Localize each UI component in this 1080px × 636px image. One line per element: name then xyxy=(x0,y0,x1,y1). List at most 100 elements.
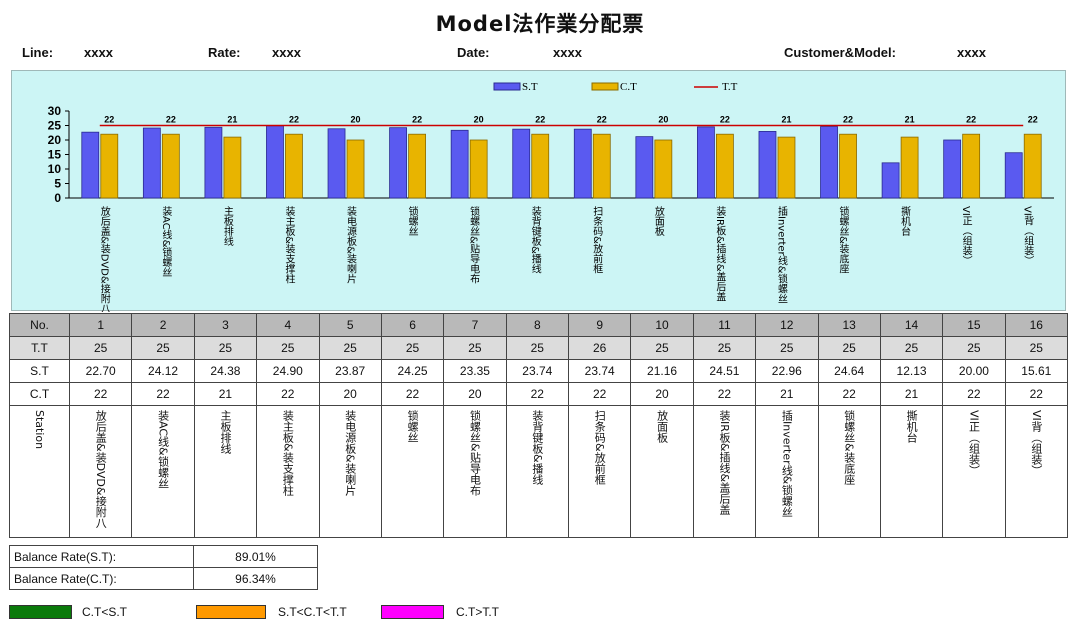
st-value-cell: 20.00 xyxy=(942,359,1006,383)
balance-st-value: 89.01% xyxy=(193,545,318,568)
ct-value-cell: 22 xyxy=(692,382,757,406)
st-bar xyxy=(758,131,777,199)
station-name-cell: 放后盖&装DVD&接附八 xyxy=(68,405,133,538)
ct-value-cell: 22 xyxy=(567,382,632,406)
station-number-cell: 16 xyxy=(1004,313,1069,337)
legend-st-swatch xyxy=(493,82,521,91)
ct-data-label: 22 xyxy=(720,115,730,125)
station-name-cell: 装IR板&插线&盖后盖 xyxy=(692,405,757,538)
st-value-cell: 12.13 xyxy=(879,359,944,383)
st-value-cell: 24.51 xyxy=(692,359,757,383)
station-number-cell: 14 xyxy=(879,313,944,337)
x-category-label: 插Inverter线&锁螺丝 xyxy=(775,205,787,304)
station-name: 锁螺丝 xyxy=(406,410,420,443)
station-name: 放后盖&装DVD&接附八 xyxy=(94,410,108,529)
st-value-cell: 24.64 xyxy=(817,359,881,383)
rate-label: Rate: xyxy=(208,45,241,60)
y-tick-label: 10 xyxy=(48,162,62,176)
tt-value-cell: 25 xyxy=(318,336,382,360)
st-value-cell: 24.90 xyxy=(256,359,320,383)
st-bar xyxy=(450,129,469,199)
x-category-label: 锁螺丝&贴导电布 xyxy=(468,205,480,285)
tt-value-cell: 25 xyxy=(942,336,1006,360)
bar-chart: 30252015105022放后盖&装DVD&接附八22装AC线&锁螺丝21主板… xyxy=(48,81,1054,312)
balance-st-label: Balance Rate(S.T): xyxy=(9,545,194,568)
ct-bar xyxy=(161,133,180,199)
x-category-label: VI背（组装） xyxy=(1022,206,1034,266)
x-category-label: 装主板&装支撑柱 xyxy=(283,205,295,285)
ct-value-cell: 21 xyxy=(193,382,258,406)
customer-label: Customer&Model: xyxy=(784,45,896,60)
ct-bar xyxy=(592,133,611,199)
st-bar xyxy=(697,126,715,199)
balance-table: Balance Rate(S.T): 89.01% Balance Rate(C… xyxy=(9,545,318,590)
station-number-cell: 12 xyxy=(755,313,819,337)
legend-ct-label: C.T xyxy=(620,81,637,93)
station-name: 锁螺丝&贴导电布 xyxy=(468,410,482,496)
station-name-cell: 锁螺丝 xyxy=(380,405,445,538)
station-name-cell: 撕机台 xyxy=(879,405,944,538)
st-value-cell: 23.87 xyxy=(318,359,382,383)
legend-swatch-ct-gt-tt xyxy=(381,605,444,619)
station-name: VI背（组装） xyxy=(1029,410,1043,476)
legend-swatch-ct-lt-st xyxy=(9,605,72,619)
ct-data-label: 22 xyxy=(166,115,176,125)
ct-value-cell: 22 xyxy=(256,382,320,406)
legend-st-label: S.T xyxy=(522,81,538,93)
x-category-label: 装背键板&播线 xyxy=(529,205,541,274)
station-name: 装主板&装支撑柱 xyxy=(281,410,295,496)
ct-bar xyxy=(839,133,857,199)
ct-label: C.T xyxy=(9,382,70,406)
st-bar xyxy=(943,139,962,199)
station-number-cell: 7 xyxy=(443,313,507,337)
st-bar xyxy=(81,131,100,199)
no-label: No. xyxy=(9,313,70,337)
station-name: 装IR板&插线&盖后盖 xyxy=(717,410,731,516)
ct-data-label: 22 xyxy=(843,115,853,125)
ct-bar xyxy=(223,136,242,199)
station-number-cell: 6 xyxy=(380,313,445,337)
balance-ct-value: 96.34% xyxy=(193,567,318,590)
ct-data-label: 20 xyxy=(351,115,361,125)
ct-data-label: 20 xyxy=(474,115,484,125)
ct-data-label: 21 xyxy=(905,115,915,125)
ct-bar xyxy=(1023,133,1042,199)
ct-value-cell: 21 xyxy=(755,382,819,406)
station-name-cell: VI背（组装） xyxy=(1004,405,1069,538)
tt-value-cell: 25 xyxy=(1004,336,1069,360)
ct-bar xyxy=(408,133,426,199)
tt-value-cell: 25 xyxy=(131,336,195,360)
ct-data-label: 22 xyxy=(1028,115,1038,125)
date-label: Date: xyxy=(457,45,490,60)
ct-bar xyxy=(285,133,303,199)
st-value-cell: 22.96 xyxy=(755,359,819,383)
station-table: No. 1 2 3 4 5 6 7 8 9 10 11 12 13 14 15 16 T.T 25 25 25 25 25… xyxy=(9,313,1069,538)
ct-bar xyxy=(962,133,981,199)
station-name: 放面板 xyxy=(655,410,669,443)
ct-value-cell: 22 xyxy=(505,382,570,406)
station-number-cell: 10 xyxy=(630,313,694,337)
ct-bar xyxy=(716,133,734,199)
tt-value-cell: 25 xyxy=(630,336,694,360)
tt-value-cell: 25 xyxy=(817,336,881,360)
station-number-cell: 8 xyxy=(505,313,570,337)
station-label: Station xyxy=(33,410,46,450)
station-label-cell: Station xyxy=(9,405,70,538)
ct-data-label: 22 xyxy=(535,115,545,125)
legend-text-ct-lt-st: C.T<S.T xyxy=(82,605,128,619)
ct-bar xyxy=(531,133,550,199)
st-value-cell: 23.35 xyxy=(443,359,507,383)
ct-bar xyxy=(777,136,796,199)
ct-value-cell: 22 xyxy=(380,382,445,406)
date-value: xxxx xyxy=(553,45,582,60)
ct-value-cell: 22 xyxy=(131,382,195,406)
station-name-cell: 装电源板&装喇片 xyxy=(318,405,382,538)
ct-data-label: 22 xyxy=(597,115,607,125)
st-value-cell: 24.12 xyxy=(131,359,195,383)
ct-value-cell: 22 xyxy=(1004,382,1069,406)
y-tick-label: 25 xyxy=(48,119,62,133)
tt-value-cell: 25 xyxy=(256,336,320,360)
ct-value-cell: 20 xyxy=(443,382,507,406)
y-tick-label: 15 xyxy=(48,148,62,162)
rate-value: xxxx xyxy=(272,45,301,60)
